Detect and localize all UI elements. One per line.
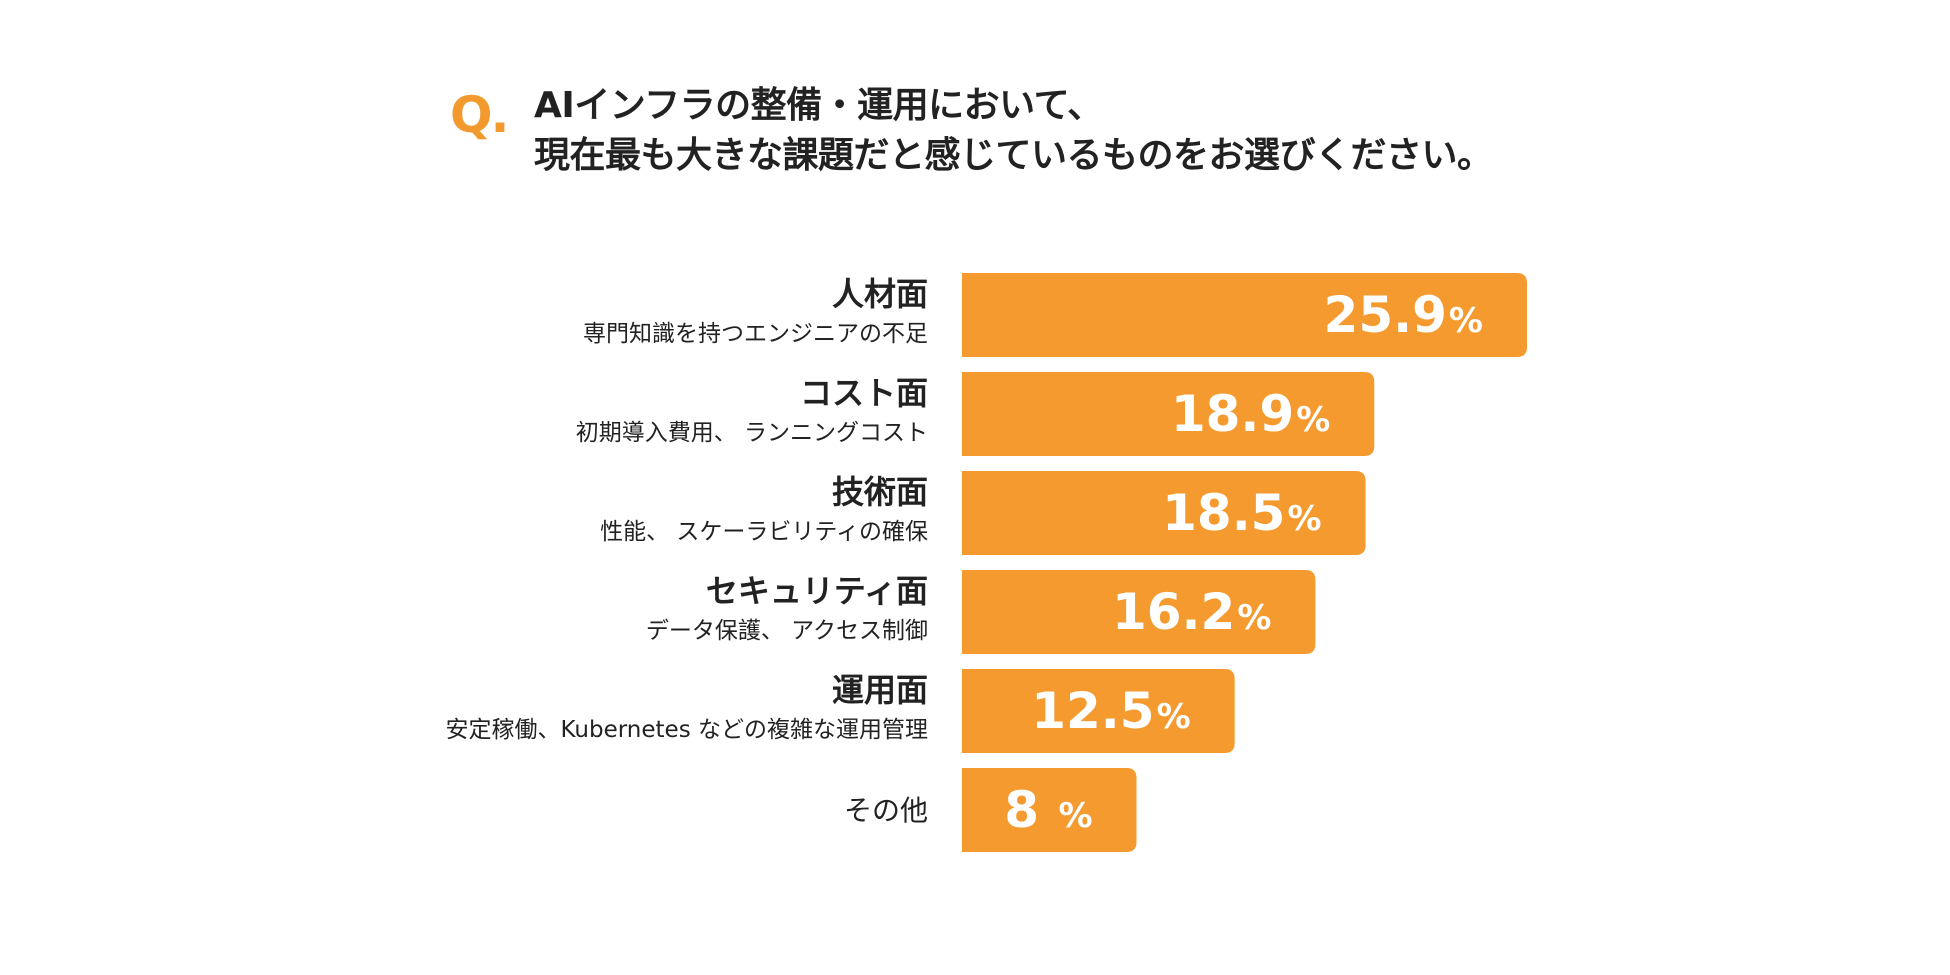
bar bbox=[962, 768, 1137, 852]
category-subtitle: 初期導入費用、 ランニングコスト bbox=[576, 420, 928, 446]
data-label: 18.9% bbox=[1171, 385, 1330, 443]
data-label: 12.5% bbox=[1031, 682, 1190, 740]
data-label-unit: % bbox=[1449, 301, 1483, 341]
data-label-unit: % bbox=[1157, 697, 1191, 737]
category-subtitle: 性能、 スケーラビリティの確保 bbox=[600, 519, 928, 545]
category-title: 運用面 bbox=[832, 671, 928, 709]
data-label-value: 12.5 bbox=[1031, 682, 1154, 740]
category-subtitle: 専門知識を持つエンジニアの不足 bbox=[583, 321, 928, 347]
question-line-1: AIインフラの整備・運用において、 bbox=[534, 85, 1103, 126]
bar bbox=[962, 471, 1366, 555]
data-label-unit: % bbox=[1296, 400, 1330, 440]
data-label-unit: % bbox=[1287, 499, 1321, 539]
category-subtitle: 安定稼働、Kubernetes などの複雑な運用管理 bbox=[445, 717, 928, 743]
data-label-unit: % bbox=[1237, 598, 1271, 638]
bar bbox=[962, 372, 1375, 456]
category-title: 人材面 bbox=[832, 275, 928, 313]
category-title: セキュリティ面 bbox=[706, 572, 928, 610]
bar bbox=[962, 669, 1235, 753]
category-title: コスト面 bbox=[800, 374, 928, 412]
data-label: 18.5% bbox=[1162, 484, 1321, 542]
question-line-2: 現在最も大きな課題だと感じているものをお選びください。 bbox=[534, 135, 1493, 176]
data-label: 16.2% bbox=[1112, 583, 1271, 641]
data-label: 8 % bbox=[1004, 781, 1092, 839]
category-title: 技術面 bbox=[832, 473, 928, 511]
question-mark: Q. bbox=[450, 86, 509, 144]
data-label-value: 18.5 bbox=[1162, 484, 1285, 542]
data-label-value: 16.2 bbox=[1112, 583, 1235, 641]
data-label: 25.9% bbox=[1324, 286, 1483, 344]
data-label-unit: % bbox=[1058, 796, 1092, 836]
bar-group: 8 % その他 bbox=[844, 768, 1137, 852]
bar bbox=[962, 273, 1527, 357]
category-subtitle: データ保護、 アクセス制御 bbox=[646, 618, 928, 644]
data-label-value: 8 bbox=[1004, 781, 1056, 839]
question-header: Q. AIインフラの整備・運用において、 現在最も大きな課題だと感じているものを… bbox=[450, 68, 1650, 178]
bar bbox=[962, 570, 1316, 654]
data-label-value: 18.9 bbox=[1171, 385, 1294, 443]
data-label-value: 25.9 bbox=[1324, 286, 1447, 344]
category-title: その他 bbox=[844, 794, 928, 827]
